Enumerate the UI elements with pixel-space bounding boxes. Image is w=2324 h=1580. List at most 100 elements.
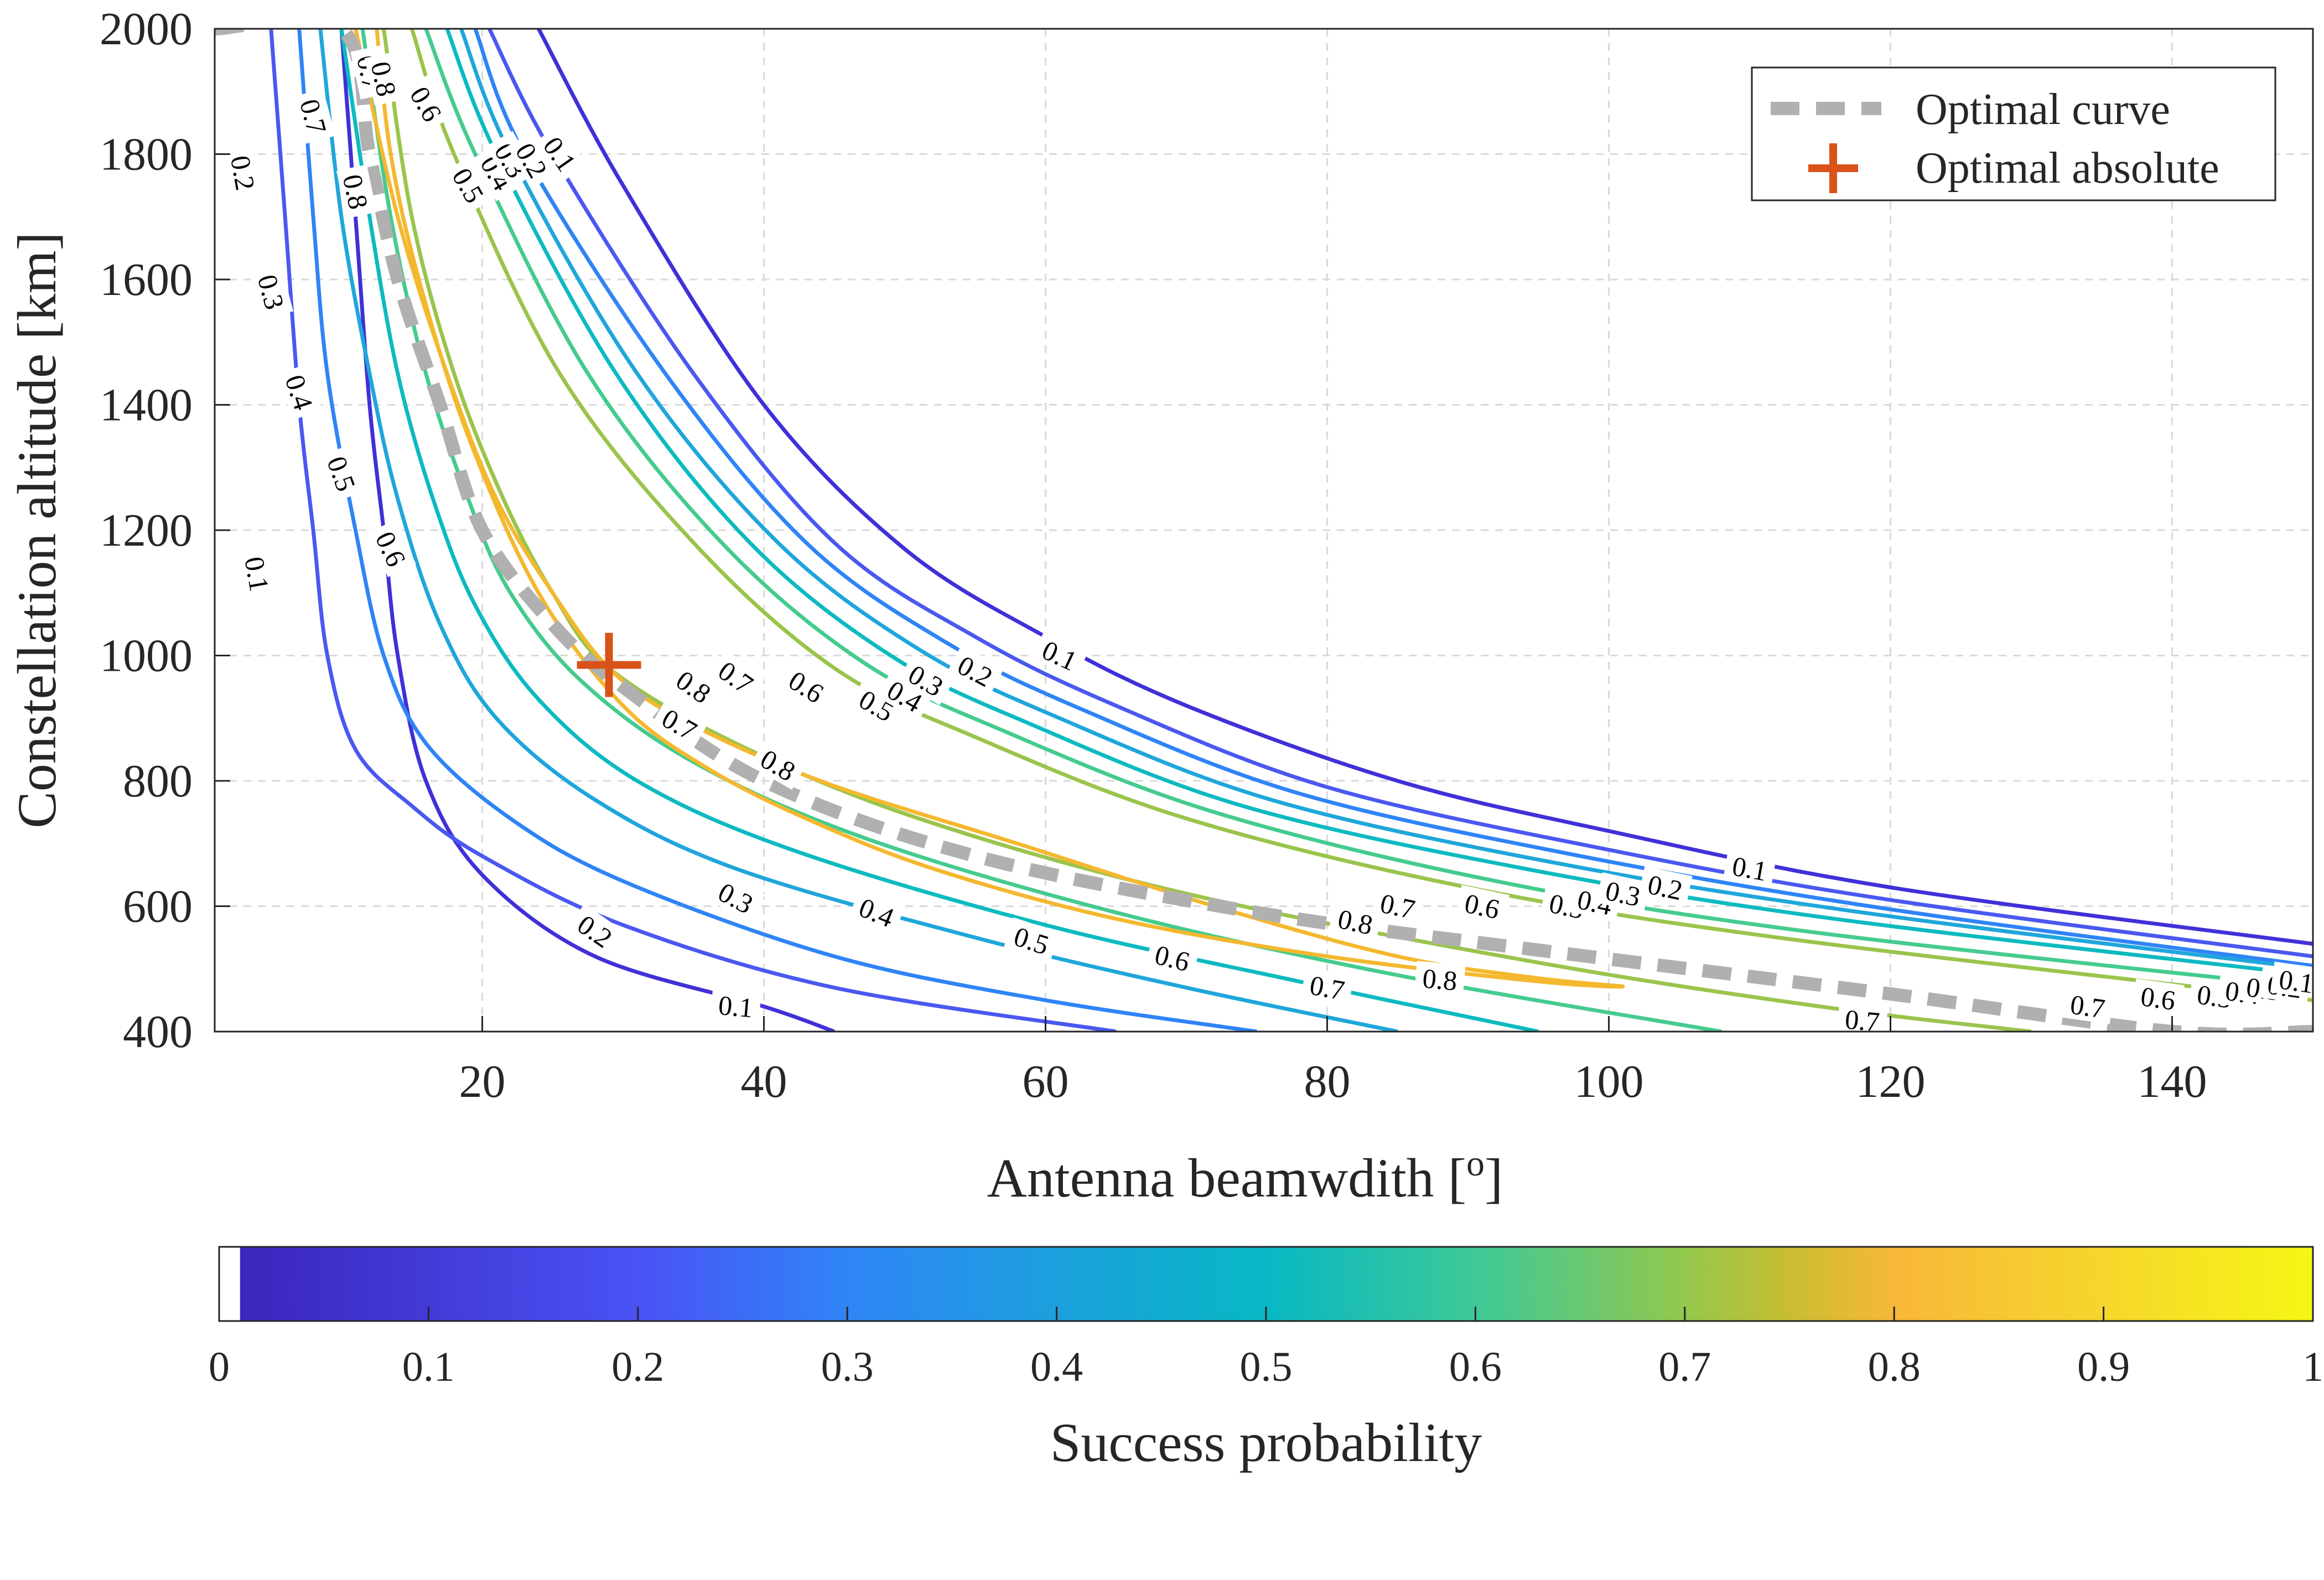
contour-labels: 0.10.20.30.40.50.60.70.80.70.80.60.50.40…: [224, 45, 2323, 1038]
colorbar-tick-label: 0.8: [1868, 1344, 1921, 1390]
contour-label-text: 0.8: [1335, 903, 1376, 941]
contour-label-background: [567, 903, 625, 957]
contour-label: 0.1: [1723, 848, 1777, 887]
y-tick-label: 1200: [100, 505, 193, 556]
contour-label: 0.2: [1638, 866, 1693, 907]
contour-label-text: 0.6: [2139, 981, 2177, 1016]
x-axis-title-superscript: o: [1466, 1143, 1485, 1184]
colorbar-tick-label: 0.5: [1240, 1344, 1293, 1390]
contour-label: 0.7: [651, 698, 709, 749]
contour-label: 0.7: [1371, 885, 1425, 926]
contour-label: 0.8: [1328, 900, 1383, 941]
contour-label-background: [401, 74, 453, 133]
contour-label-background: [224, 146, 264, 200]
x-axis-title-text: Antenna beamwdith [: [987, 1147, 1466, 1209]
contour-line-0.6: [360, 29, 1722, 1032]
contour-label: 0.7: [1837, 1002, 1889, 1038]
contour-label: 0.7: [293, 89, 336, 144]
contour-label-text: 0.1: [1730, 850, 1769, 887]
y-axis-ticks: 400 600 800 1000 1200 1400 1600 1800 2000: [100, 3, 230, 1058]
contour-label: 0.8: [336, 164, 377, 219]
contour-label-text: 0.7: [1308, 970, 1347, 1006]
colorbar-title: Success probability: [1050, 1412, 1482, 1473]
contour-label-background: [707, 872, 765, 923]
colorbar-tick-label: 0.4: [1030, 1344, 1083, 1390]
contour-label-background: [848, 679, 906, 731]
y-axis-title: Constellation altitude [km]: [6, 232, 68, 828]
contour-label: 0.6: [1455, 885, 1509, 926]
contour-label-text: 0.7: [2068, 989, 2107, 1024]
contour-label: 0.7: [1300, 967, 1355, 1006]
contour-label-background: [707, 650, 765, 703]
contour-line-0.1: [537, 29, 2313, 946]
y-tick-label: 2000: [100, 3, 193, 55]
x-tick-label: 20: [459, 1056, 506, 1107]
contour-label-background: [1300, 967, 1355, 1006]
legend-label-optimal-absolute: Optimal absolute: [1916, 144, 2219, 193]
contour-label-text: 0.1: [238, 555, 275, 594]
contour-label-background: [898, 654, 956, 706]
colorbar-tick-label: 0.9: [2077, 1344, 2130, 1390]
contour-label-background: [749, 738, 808, 790]
contour-label-background: [1837, 1002, 1889, 1037]
x-axis-ticks: 20 40 60 80 100 120 140: [459, 1016, 2207, 1107]
x-tick-label: 80: [1304, 1056, 1351, 1107]
contour-label-background: [443, 156, 495, 214]
y-tick-label: 400: [123, 1006, 193, 1058]
contour-label-background: [293, 89, 336, 144]
x-tick-label: 40: [741, 1056, 787, 1107]
contour-label: 0.5: [848, 679, 906, 731]
contour-label-background: [1031, 630, 1089, 679]
contour-label-background: [665, 659, 723, 713]
contour-line-0.1: [339, 29, 835, 1032]
contour-line-0.6: [424, 29, 2313, 990]
legend-plus-marker-icon: [1808, 143, 1858, 193]
contour-label-background: [777, 660, 836, 712]
colorbar-frame: [218, 1246, 2314, 1322]
colorbar-blank-segment: [219, 1247, 240, 1321]
colorbar-tick-label: 1: [2302, 1344, 2323, 1390]
x-axis-title-end: ]: [1485, 1147, 1503, 1209]
contour-label-text: 0.2: [225, 153, 261, 193]
contour-label-background: [2131, 978, 2185, 1016]
contour-label-text: 0.8: [1422, 962, 1459, 996]
colorbar-tick-label: 0.3: [821, 1344, 874, 1390]
colorbar: 0 0.1 0.2 0.3 0.4 0.5 0.6 0.7 0.8 0.9 1 Success pr…: [209, 1246, 2323, 1473]
contour-label-background: [1004, 917, 1060, 962]
contour-label: 0.7: [2061, 986, 2114, 1024]
x-tick-label: 100: [1574, 1056, 1644, 1107]
y-tick-label: 600: [123, 881, 193, 933]
contour-label-background: [2061, 986, 2114, 1024]
legend-label-optimal-curve: Optimal curve: [1916, 85, 2170, 134]
contour-label-text: 0.1: [717, 990, 754, 1023]
contour-label-background: [1371, 885, 1425, 926]
contour-line-0.2: [269, 29, 1117, 1032]
contour-label-background: [848, 888, 906, 935]
contour-label-background: [364, 51, 405, 106]
optimal-curve: [215, 29, 2313, 1032]
contour-label-background: [319, 445, 366, 502]
contour-label-background: [278, 364, 323, 420]
contour-label: 0.1: [238, 547, 278, 601]
contour-label: 0.8: [1414, 961, 1466, 997]
colorbar-tick-label: 0.1: [402, 1344, 455, 1390]
contour-label-text: 0.7: [1377, 888, 1418, 925]
contour-label-background: [710, 987, 762, 1023]
x-tick-label: 140: [2138, 1056, 2207, 1107]
y-tick-label: 1400: [100, 380, 193, 431]
contour-label-text: 0.8: [365, 59, 403, 99]
contour-label-background: [1455, 885, 1509, 926]
contour-line-0.5: [445, 29, 2313, 977]
contour-label-text: 0.1: [2277, 963, 2316, 999]
contour-label-background: [1328, 900, 1383, 941]
contour-label-text: 0.2: [1645, 869, 1685, 906]
contour-label: 0.1: [710, 987, 762, 1023]
contour-label-text: 0.8: [337, 172, 375, 212]
contour-line-0.3: [297, 29, 1257, 1032]
contour-label-background: [1145, 936, 1200, 978]
contour-label-background: [1596, 872, 1651, 913]
y-tick-label: 1000: [100, 630, 193, 682]
contour-label-background: [2270, 961, 2323, 999]
contour-label: 0.2: [224, 146, 264, 200]
